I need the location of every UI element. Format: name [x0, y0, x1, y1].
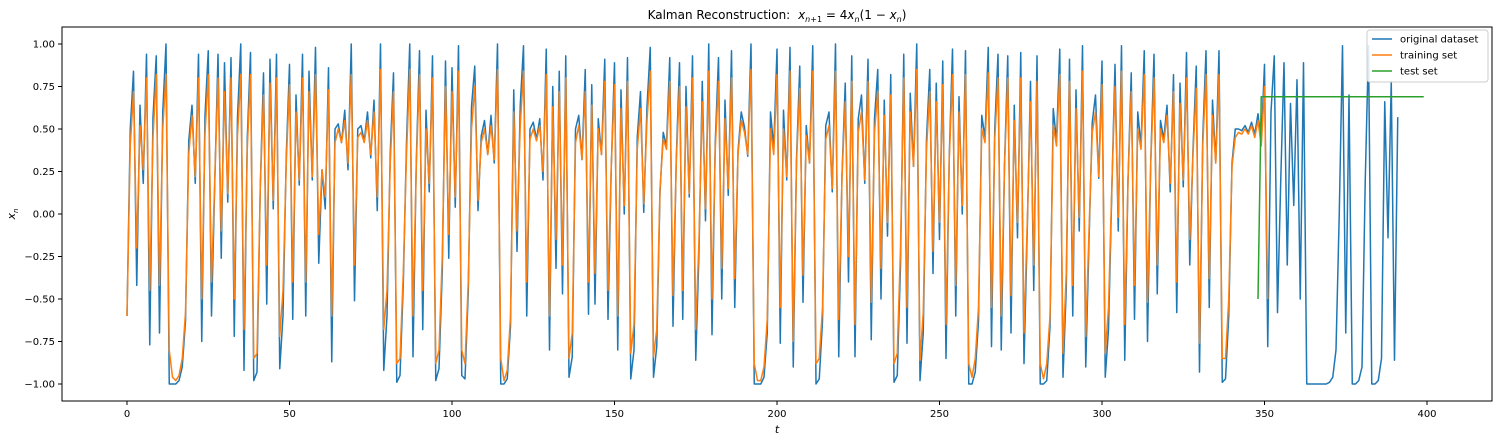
- y-tick-label: 0.25: [33, 167, 55, 178]
- y-tick-label: −0.50: [24, 295, 55, 306]
- svg-text:xn: xn: [5, 209, 20, 221]
- y-tick-label: 0.00: [33, 210, 55, 221]
- x-tick-label: 300: [1092, 409, 1111, 420]
- series-line-1: [126, 68, 1269, 382]
- x-tick-label: 350: [1255, 409, 1274, 420]
- y-tick-label: −1.00: [24, 380, 55, 391]
- legend-label-2: test set: [1400, 67, 1438, 78]
- x-tick-label: 50: [283, 409, 296, 420]
- series-line-2: [1257, 95, 1424, 300]
- x-tick-label: 150: [605, 409, 624, 420]
- y-axis-ticks: 1.00 0.75 0.50 0.25 0.00 −0.25 −0.50 −0.75 −1.00: [24, 40, 62, 391]
- x-tick-label: 100: [442, 409, 461, 420]
- x-tick-label: 250: [930, 409, 949, 420]
- y-tick-label: 0.75: [33, 82, 55, 93]
- legend: original dataset training set test set: [1366, 29, 1489, 83]
- x-tick-label: 200: [767, 409, 786, 420]
- y-tick-label: 0.50: [33, 125, 55, 136]
- x-tick-label: 400: [1417, 409, 1436, 420]
- legend-box: [1366, 29, 1489, 83]
- y-axis-label: xn: [5, 209, 20, 221]
- y-tick-label: −0.25: [24, 252, 55, 263]
- x-axis-label: t: [775, 423, 780, 436]
- x-tick-label: 0: [124, 409, 130, 420]
- chart-title-prefix: Kalman Reconstruction:: [648, 8, 791, 22]
- legend-label-1: training set: [1400, 51, 1457, 62]
- y-tick-label: −0.75: [24, 337, 55, 348]
- legend-label-0: original dataset: [1400, 35, 1478, 46]
- y-tick-label: 1.00: [33, 40, 55, 51]
- chart-title: Kalman Reconstruction: xn+1 = 4xn(1 − xn…: [648, 8, 907, 24]
- series-line-0: [126, 43, 1399, 385]
- x-axis-ticks: 0 50 100 150 200 250 300 350 400: [124, 401, 1437, 420]
- series-lines: [126, 43, 1424, 385]
- chart-title-math-x1: x: [797, 8, 806, 22]
